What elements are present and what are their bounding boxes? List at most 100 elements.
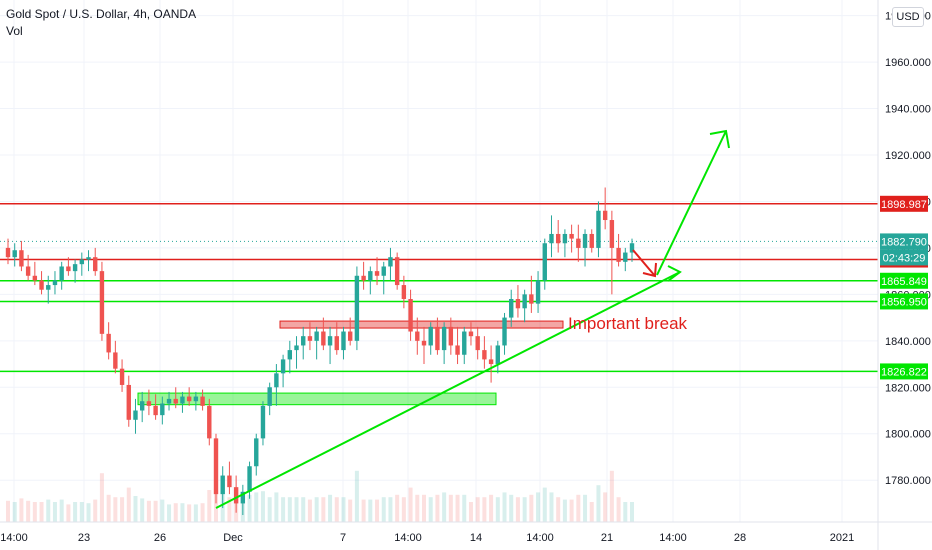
candle-body (280, 359, 286, 374)
volume-bar (341, 497, 346, 522)
volume-bar (106, 494, 111, 522)
volume-bar (442, 492, 447, 522)
volume-bar (260, 491, 265, 522)
candle-body (495, 345, 501, 365)
volume-bar (173, 503, 178, 522)
candle-body (153, 405, 158, 416)
volume-bar (274, 492, 279, 522)
candle-body (616, 247, 621, 262)
volume-bar (556, 497, 561, 522)
volume-bar (79, 502, 84, 522)
candle-body (374, 271, 380, 276)
volume-bar (435, 494, 440, 522)
volume-bar (301, 497, 306, 522)
y-tick-label: 1800.000 (885, 429, 931, 441)
candle-body (227, 475, 232, 488)
candle-body (79, 259, 85, 265)
candle-body (207, 405, 212, 439)
volume-bar (12, 502, 17, 522)
candle-body (522, 294, 527, 309)
y-tick-label: 1840.000 (885, 336, 931, 348)
level-price-label: 1898.987 (881, 199, 927, 211)
volume-bar (46, 499, 51, 522)
volume-bar (93, 499, 98, 522)
candle-body (441, 326, 447, 351)
candle-body (435, 326, 440, 351)
y-tick-label: 1780.000 (885, 475, 931, 487)
candle-body (173, 398, 178, 404)
volume-bar (455, 494, 460, 522)
y-tick-label: 1960.000 (885, 57, 931, 69)
volume-bar (630, 502, 634, 522)
candle-body (133, 410, 138, 420)
candle-body (562, 233, 568, 244)
volume-bar (462, 494, 467, 522)
volume-bar (542, 487, 547, 522)
countdown-label: 02:43:29 (883, 252, 926, 264)
volume-bar (167, 504, 172, 522)
candle-body (448, 326, 454, 346)
candle-body (509, 299, 514, 318)
candle-body (166, 398, 172, 404)
candle-body (555, 233, 561, 244)
y-tick-label: 1820.000 (885, 382, 931, 394)
volume-bar (576, 494, 581, 522)
candle-body (307, 336, 313, 341)
candle-body (86, 257, 91, 260)
candle-body (160, 403, 165, 416)
volume-bar (26, 500, 31, 522)
volume-bar (227, 497, 232, 522)
candle-body (582, 233, 588, 248)
currency-button[interactable]: USD (892, 7, 924, 27)
x-tick-label: 28 (734, 532, 746, 544)
candle-body (368, 271, 373, 281)
candle-body (602, 210, 608, 221)
y-tick-label: 1940.000 (885, 104, 931, 116)
candle-body (267, 387, 272, 406)
candle-body (623, 252, 628, 262)
candle-body (347, 331, 353, 341)
volume-bar (267, 497, 272, 522)
volume-bar (515, 497, 520, 522)
candle-body (5, 247, 11, 258)
candle-body (287, 350, 293, 360)
volume-bar (193, 504, 198, 522)
pullback-arrowhead (642, 262, 657, 278)
volume-bar (247, 494, 252, 522)
x-tick-label: 14:00 (526, 532, 554, 544)
volume-bar (354, 470, 359, 522)
candle-body (52, 280, 58, 286)
level-price-label: 1826.822 (881, 366, 927, 378)
volume-bar (113, 497, 118, 522)
x-tick-label: 14 (470, 532, 482, 544)
candle-body (388, 257, 393, 267)
volume-bar (321, 497, 326, 522)
volume-bar (589, 502, 594, 522)
candle-body (327, 336, 333, 346)
volume-bar (180, 503, 185, 522)
volume-bar (609, 470, 614, 522)
candle-body (247, 466, 252, 492)
volume-bar (126, 487, 131, 522)
volume-bar (368, 499, 373, 522)
volume-bar (536, 492, 541, 522)
volume-bar (120, 497, 125, 522)
candle-body (609, 220, 615, 248)
important-break-annotation: Important break (568, 314, 688, 333)
volume-bar (160, 499, 165, 522)
candle-body (629, 243, 635, 253)
candle-body (72, 264, 78, 272)
candle-body (93, 257, 98, 272)
volume-bar (475, 497, 480, 522)
candle-body (220, 475, 225, 495)
volume-bar (495, 497, 500, 522)
volume-bar (616, 497, 621, 522)
x-tick-label: 21 (601, 532, 613, 544)
candle-body (576, 238, 581, 248)
candle-body (119, 368, 125, 385)
x-tick-label: 14:00 (659, 532, 687, 544)
level-price-label-bg (880, 363, 928, 380)
volume-bar (207, 490, 212, 522)
volume-bar (254, 492, 259, 522)
